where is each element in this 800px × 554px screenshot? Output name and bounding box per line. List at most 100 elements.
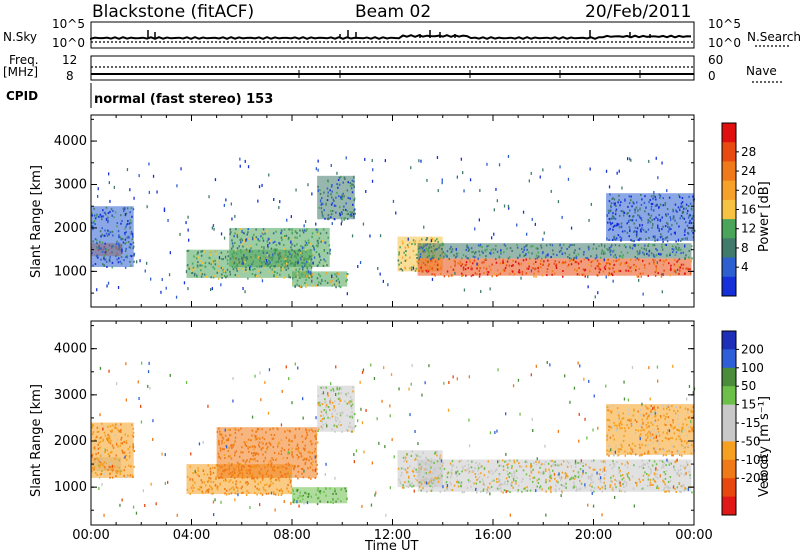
- data-speckle: [501, 483, 503, 486]
- data-speckle: [645, 238, 647, 241]
- y-tick-label: 2000: [54, 434, 87, 449]
- data-speckle: [331, 184, 333, 186]
- data-speckle: [217, 485, 219, 488]
- data-speckle: [550, 465, 552, 468]
- noise-speckle: [684, 244, 686, 248]
- data-speckle: [316, 231, 319, 234]
- data-speckle: [310, 266, 313, 269]
- noise-speckle: [633, 504, 635, 508]
- data-speckle: [459, 260, 461, 263]
- data-speckle: [203, 481, 206, 484]
- data-speckle: [429, 260, 431, 262]
- data-speckle: [562, 484, 564, 487]
- data-speckle: [123, 474, 125, 477]
- data-speckle: [347, 429, 349, 432]
- data-speckle: [411, 485, 413, 488]
- data-speckle: [288, 439, 290, 442]
- data-speckle: [614, 238, 617, 241]
- data-speckle: [323, 191, 325, 194]
- data-speckle: [99, 213, 102, 216]
- data-speckle: [296, 275, 299, 278]
- data-speckle: [608, 429, 610, 432]
- data-speckle: [669, 216, 671, 219]
- noise-speckle: [423, 225, 425, 229]
- data-speckle: [608, 450, 610, 453]
- data-speckle: [325, 411, 327, 414]
- data-speckle: [322, 414, 325, 417]
- data-speckle: [192, 479, 194, 482]
- data-speckle: [200, 486, 203, 489]
- data-speckle: [446, 488, 449, 491]
- noise-speckle: [242, 287, 244, 290]
- data-speckle: [268, 270, 271, 273]
- data-speckle: [296, 283, 298, 286]
- data-speckle: [644, 195, 646, 198]
- data-speckle: [330, 185, 333, 188]
- data-speckle: [277, 260, 279, 263]
- data-speckle: [617, 448, 620, 451]
- data-speckle: [275, 469, 277, 472]
- data-speckle: [228, 493, 230, 495]
- data-speckle: [115, 255, 117, 258]
- data-speckle: [130, 243, 133, 246]
- data-speckle: [268, 242, 271, 245]
- data-speckle: [480, 472, 482, 475]
- noise-speckle: [557, 429, 559, 433]
- data-speckle: [102, 425, 105, 428]
- data-speckle: [304, 491, 306, 494]
- noise-speckle: [314, 468, 316, 472]
- data-speckle: [236, 461, 239, 464]
- data-speckle: [446, 476, 449, 479]
- data-speckle: [278, 477, 280, 480]
- data-speckle: [243, 270, 245, 273]
- data-speckle: [542, 470, 544, 473]
- data-speckle: [533, 461, 535, 464]
- data-speckle: [112, 446, 115, 449]
- noise-speckle: [544, 444, 546, 448]
- data-speckle: [642, 479, 644, 481]
- data-speckle: [327, 406, 330, 409]
- data-speckle: [278, 452, 280, 455]
- data-speckle: [418, 269, 420, 272]
- data-speckle: [435, 248, 437, 251]
- data-speckle: [450, 476, 452, 479]
- noise-speckle: [303, 224, 305, 228]
- data-speckle: [598, 478, 600, 481]
- data-speckle: [285, 234, 288, 237]
- data-speckle: [246, 459, 248, 462]
- data-speckle: [303, 449, 306, 452]
- data-speckle: [414, 468, 417, 471]
- data-speckle: [92, 221, 95, 224]
- noise-speckle: [278, 257, 280, 260]
- data-speckle: [92, 453, 94, 456]
- data-speckle: [584, 275, 586, 278]
- data-speckle: [219, 449, 222, 452]
- data-speckle: [222, 476, 225, 479]
- data-speckle: [671, 445, 674, 448]
- data-speckle: [565, 482, 567, 485]
- data-speckle: [631, 448, 633, 451]
- data-speckle: [341, 195, 344, 198]
- noise-speckle: [369, 234, 371, 238]
- data-speckle: [609, 263, 611, 266]
- data-speckle: [546, 274, 548, 277]
- data-speckle: [614, 478, 616, 481]
- data-speckle: [255, 430, 257, 433]
- data-speckle: [583, 258, 585, 261]
- data-speckle: [303, 502, 305, 505]
- data-speckle: [240, 451, 242, 454]
- data-speckle: [444, 489, 446, 492]
- data-speckle: [618, 258, 620, 261]
- data-speckle: [120, 428, 122, 431]
- noise-speckle: [152, 419, 154, 423]
- noise-speckle: [202, 440, 204, 444]
- data-speckle: [256, 477, 259, 480]
- data-speckle: [616, 222, 618, 225]
- data-speckle: [678, 258, 681, 261]
- data-speckle: [339, 400, 342, 402]
- data-speckle: [246, 270, 249, 273]
- data-speckle: [109, 430, 112, 433]
- data-speckle: [272, 437, 275, 440]
- data-speckle: [524, 460, 527, 463]
- data-speckle: [91, 426, 93, 429]
